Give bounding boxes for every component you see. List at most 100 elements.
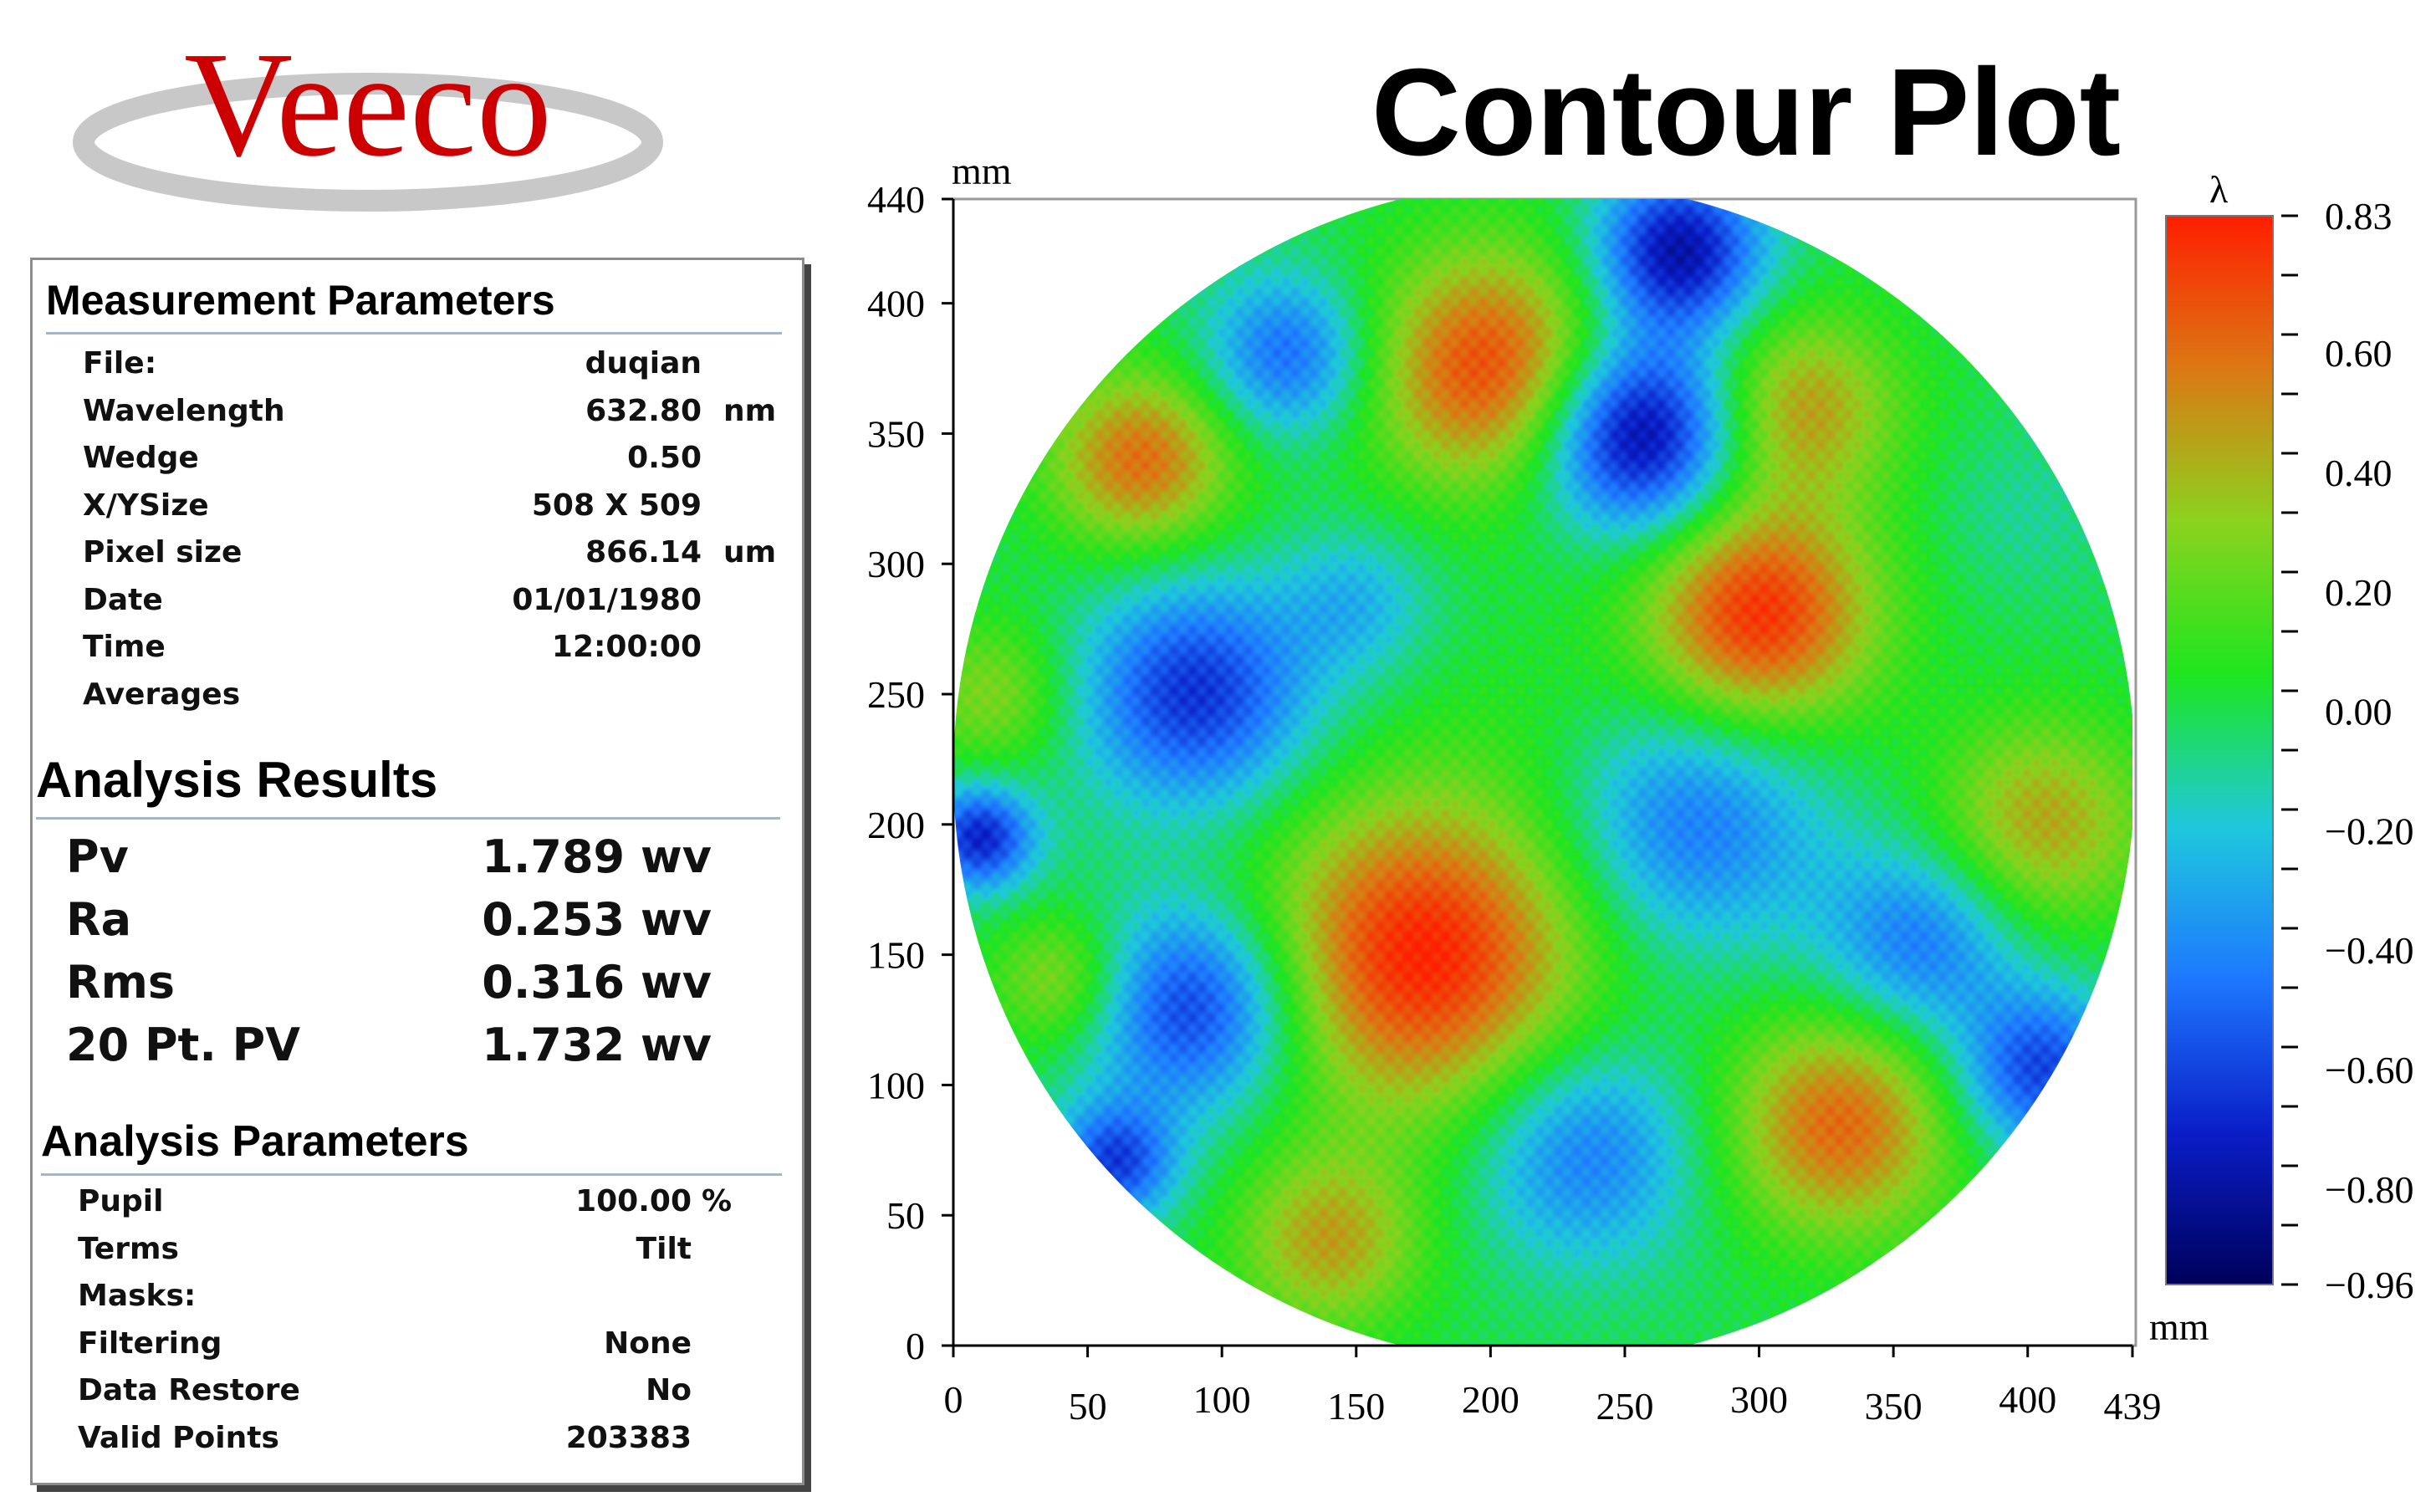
parameter-row: Wavelength 632.80 nm bbox=[83, 388, 777, 435]
analysis-results-title: Analysis Results bbox=[36, 752, 438, 808]
y-tick-label: 0 bbox=[906, 1325, 925, 1367]
parameter-label: Rms bbox=[66, 956, 175, 1009]
colorbar-tick-label: 0.20 bbox=[2325, 571, 2393, 614]
parameter-value: 01/01/1980 bbox=[512, 582, 702, 617]
parameter-label: Valid Points bbox=[78, 1420, 279, 1455]
parameter-row: Terms Tilt bbox=[78, 1226, 772, 1273]
parameter-value: 1.732 wv bbox=[482, 1019, 712, 1071]
x-tick-label: 300 bbox=[1730, 1378, 1788, 1421]
parameter-unit: um bbox=[723, 535, 777, 570]
veeco-logo: Veeco bbox=[73, 21, 663, 212]
parameter-label: Pixel size bbox=[83, 535, 243, 570]
colorbar-tick-label: 0.00 bbox=[2325, 691, 2393, 733]
colorbar-tick-label: 0.60 bbox=[2325, 332, 2393, 375]
y-axis-unit-label: mm bbox=[952, 150, 1012, 192]
measurement-parameters-title: Measurement Parameters bbox=[46, 277, 555, 324]
parameter-label: X/YSize bbox=[83, 488, 209, 523]
section-divider bbox=[41, 1173, 782, 1176]
parameter-row: Wedge 0.50 bbox=[83, 435, 777, 482]
parameter-value: 0.316 wv bbox=[482, 956, 712, 1009]
parameter-unit: % bbox=[702, 1184, 733, 1218]
parameter-row: File: duqian bbox=[83, 340, 777, 387]
parameter-value: 12:00:00 bbox=[551, 630, 702, 664]
y-tick-label: 440 bbox=[867, 178, 925, 221]
colorbar bbox=[2165, 215, 2274, 1285]
heatmap-surface bbox=[953, 199, 2132, 1346]
parameter-label: Pv bbox=[66, 830, 129, 883]
parameter-label: 20 Pt. PV bbox=[66, 1019, 301, 1071]
parameter-row: Filtering None bbox=[78, 1320, 772, 1367]
parameter-label: Ra bbox=[66, 893, 132, 946]
section-divider bbox=[36, 817, 780, 820]
parameter-row: Valid Points 203383 bbox=[78, 1415, 772, 1462]
parameter-row: Averages bbox=[83, 672, 777, 718]
y-tick-label: 50 bbox=[886, 1194, 925, 1237]
x-tick-label: 200 bbox=[1462, 1378, 1519, 1421]
y-tick-label: 250 bbox=[867, 673, 925, 716]
parameter-value: No bbox=[646, 1373, 692, 1407]
y-tick-label: 200 bbox=[867, 804, 925, 846]
colorbar-unit-label: λ bbox=[2209, 168, 2229, 211]
parameter-row: X/YSize 508 X 509 bbox=[83, 483, 777, 529]
parameter-value: 632.80 bbox=[585, 393, 702, 428]
x-axis: 0 50 100 150 200 250 300 350 400 439 bbox=[944, 1344, 2162, 1428]
parameter-value: 203383 bbox=[565, 1420, 692, 1455]
x-tick-label: 350 bbox=[1865, 1385, 1923, 1428]
parameter-row: Rms 0.316 wv bbox=[51, 951, 745, 1014]
parameter-row: Masks: bbox=[78, 1273, 772, 1320]
colorbar-tick-label: 0.83 bbox=[2325, 195, 2393, 238]
parameter-label: Wedge bbox=[83, 441, 199, 475]
parameter-unit: nm bbox=[723, 393, 777, 428]
colorbar-tick-label: −0.40 bbox=[2325, 929, 2413, 972]
x-tick-label: 50 bbox=[1069, 1385, 1107, 1428]
parameter-row: Pv 1.789 wv bbox=[51, 825, 745, 889]
parameter-label: Date bbox=[83, 582, 163, 617]
parameter-row: Data Restore No bbox=[78, 1367, 772, 1414]
parameter-value: 508 X 509 bbox=[531, 488, 702, 523]
analysis-parameters-title: Analysis Parameters bbox=[41, 1117, 469, 1166]
colorbar-ticks: 0.83 0.60 0.40 0.20 0.00 −0.20 −0.40 −0.60 −0.80… bbox=[2281, 195, 2413, 1306]
x-tick-label: 150 bbox=[1327, 1385, 1385, 1428]
info-panel: Measurement Parameters File: duqian Wavele… bbox=[30, 258, 804, 1485]
parameter-value: 100.00 bbox=[575, 1184, 692, 1218]
parameter-value: 866.14 bbox=[585, 535, 702, 570]
x-axis-unit-label: mm bbox=[2149, 1305, 2209, 1348]
parameter-value: None bbox=[604, 1326, 692, 1361]
x-tick-label: 400 bbox=[1999, 1378, 2056, 1421]
parameter-label: Pupil bbox=[78, 1184, 164, 1218]
parameter-row: 20 Pt. PV 1.732 wv bbox=[51, 1014, 745, 1077]
y-tick-label: 100 bbox=[867, 1064, 925, 1106]
parameter-value: Tilt bbox=[636, 1231, 692, 1266]
colorbar-tick-label: −0.96 bbox=[2325, 1264, 2413, 1306]
page-title: Contour Plot bbox=[1371, 43, 2122, 181]
x-tick-label: 439 bbox=[2104, 1385, 2162, 1428]
parameter-row: Ra 0.253 wv bbox=[51, 888, 745, 952]
colorbar-tick-label: 0.40 bbox=[2325, 452, 2393, 494]
y-tick-label: 300 bbox=[867, 543, 925, 585]
parameter-label: Time bbox=[83, 630, 166, 664]
parameter-label: Data Restore bbox=[78, 1373, 300, 1407]
parameter-value: 0.50 bbox=[627, 441, 702, 475]
colorbar-tick-label: −0.20 bbox=[2325, 810, 2413, 852]
parameter-label: Masks: bbox=[78, 1279, 197, 1313]
y-tick-label: 150 bbox=[867, 934, 925, 977]
logo-text: Veeco bbox=[184, 21, 552, 187]
parameter-label: Averages bbox=[83, 677, 241, 712]
parameter-label: File: bbox=[83, 346, 157, 381]
parameter-value: duqian bbox=[585, 346, 702, 381]
parameter-label: Filtering bbox=[78, 1326, 222, 1361]
section-divider bbox=[46, 332, 782, 335]
parameter-row: Pupil 100.00% bbox=[78, 1178, 772, 1225]
x-tick-label: 250 bbox=[1596, 1385, 1653, 1428]
parameter-value: 0.253 wv bbox=[482, 893, 712, 946]
colorbar-tick-label: −0.80 bbox=[2325, 1168, 2413, 1211]
logo-swoosh bbox=[73, 73, 663, 212]
parameter-row: Pixel size 866.14 um bbox=[83, 529, 777, 576]
parameter-row: Date 01/01/1980 bbox=[83, 577, 777, 624]
y-axis: 0 50 100 150 200 250 300 350 400 440 bbox=[867, 178, 955, 1367]
y-tick-label: 350 bbox=[867, 412, 925, 455]
parameter-label: Terms bbox=[78, 1231, 179, 1266]
parameter-value: 1.789 wv bbox=[482, 830, 712, 883]
y-tick-label: 400 bbox=[867, 283, 925, 325]
